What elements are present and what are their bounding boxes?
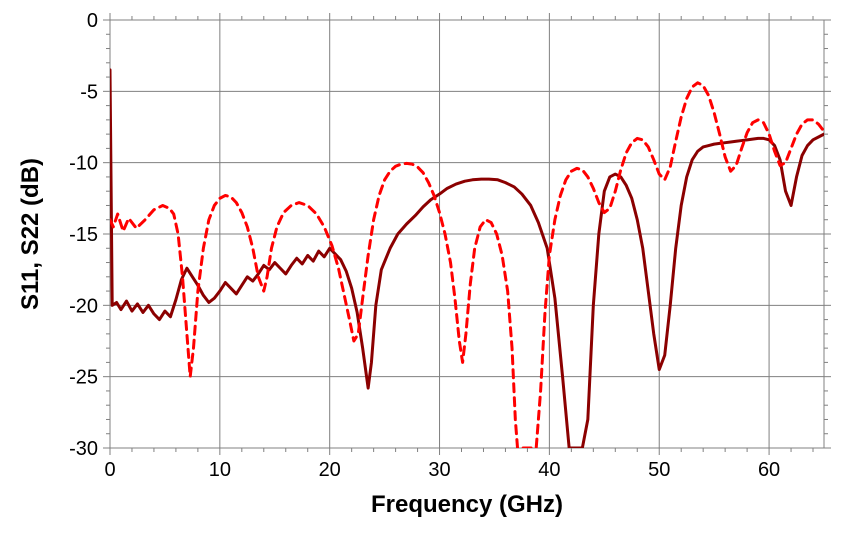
- chart-container: -30 -25 -20 -15 -10 -5 0 0 10 20 30 40 50 60 Frequency…: [0, 0, 864, 538]
- x-tick-label: 40: [538, 459, 560, 481]
- y-tick-label: -5: [80, 81, 98, 103]
- x-tick-label: 0: [104, 459, 115, 481]
- x-tick-label: 30: [428, 459, 450, 481]
- y-tick-label: 0: [87, 10, 98, 32]
- x-axis-label: Frequency (GHz): [371, 491, 563, 518]
- x-tick-label: 20: [319, 459, 341, 481]
- x-tick-label: 10: [209, 459, 231, 481]
- y-tick-label: -25: [69, 367, 98, 389]
- y-tick-label: -15: [69, 224, 98, 246]
- y-tick-label: -30: [69, 438, 98, 460]
- y-axis-label: S11, S22 (dB): [17, 158, 44, 310]
- y-tick-label: -10: [69, 153, 98, 175]
- x-tick-label: 50: [648, 459, 670, 481]
- y-tick-label: -20: [69, 295, 98, 317]
- sparam-chart: -30 -25 -20 -15 -10 -5 0 0 10 20 30 40 50 60 Frequency…: [0, 0, 864, 538]
- x-tick-label: 60: [758, 459, 780, 481]
